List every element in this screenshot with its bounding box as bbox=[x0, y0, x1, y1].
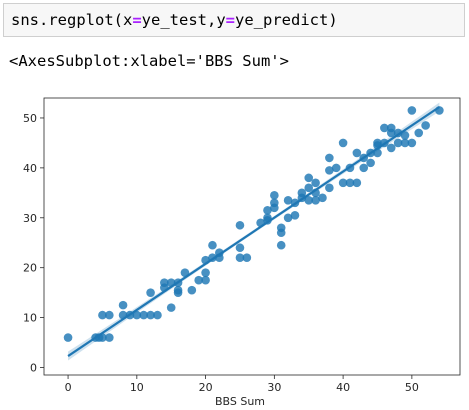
data-point bbox=[304, 173, 314, 183]
data-point bbox=[180, 268, 190, 277]
data-point bbox=[235, 253, 245, 263]
data-point bbox=[304, 196, 314, 205]
regplot-chart: 0 10 20 30 40 50 0 10 20 30 40 50 BBS Sum bbox=[23, 97, 461, 408]
x-tick-label: 0 bbox=[65, 381, 72, 394]
data-point bbox=[311, 178, 320, 188]
x-tick-label: 50 bbox=[405, 381, 419, 394]
data-point bbox=[380, 123, 389, 133]
code-operator: = bbox=[225, 11, 236, 29]
data-point bbox=[366, 158, 375, 168]
data-point bbox=[407, 138, 417, 148]
data-point bbox=[235, 220, 245, 230]
data-point bbox=[146, 288, 155, 297]
data-point bbox=[270, 198, 279, 208]
data-point bbox=[304, 183, 314, 193]
data-point bbox=[98, 310, 107, 320]
y-tick-label: 0 bbox=[30, 362, 37, 375]
data-point bbox=[194, 275, 204, 285]
data-point bbox=[414, 128, 424, 138]
code-part: sns.regplot(x bbox=[11, 11, 133, 29]
data-point bbox=[105, 310, 114, 320]
y-tick-label: 10 bbox=[23, 312, 37, 325]
x-tick-label: 30 bbox=[267, 381, 281, 394]
output-repr: <AxesSubplot:xlabel='BBS Sum'> bbox=[9, 52, 289, 70]
code-cell[interactable]: sns.regplot(x=ye_test,y=ye_predict) bbox=[3, 3, 465, 37]
data-point bbox=[63, 333, 73, 342]
data-point bbox=[283, 213, 293, 223]
y-tick-label: 40 bbox=[23, 162, 37, 175]
y-tick-label: 20 bbox=[23, 262, 37, 275]
x-tick-label: 40 bbox=[336, 381, 350, 394]
code-part: ye_predict) bbox=[235, 11, 338, 29]
data-point bbox=[338, 178, 348, 188]
data-point bbox=[201, 275, 210, 285]
data-point bbox=[187, 285, 197, 295]
data-point bbox=[276, 240, 286, 250]
data-point bbox=[393, 138, 403, 148]
x-tick-label: 10 bbox=[130, 381, 144, 394]
data-point bbox=[242, 253, 252, 263]
x-axis-label: BBS Sum bbox=[215, 395, 265, 408]
data-point bbox=[263, 205, 272, 215]
data-point bbox=[173, 285, 183, 295]
data-point bbox=[139, 310, 149, 320]
data-point bbox=[345, 178, 355, 188]
data-point bbox=[421, 121, 430, 130]
data-point bbox=[276, 223, 286, 233]
data-point bbox=[118, 300, 128, 310]
data-point bbox=[105, 333, 114, 342]
data-point bbox=[352, 148, 362, 158]
data-point bbox=[311, 196, 320, 205]
code-operator: = bbox=[132, 11, 142, 29]
data-point bbox=[201, 268, 210, 277]
data-point bbox=[318, 193, 327, 203]
data-point bbox=[386, 123, 396, 133]
data-point bbox=[331, 163, 341, 173]
data-point bbox=[153, 310, 162, 320]
y-tick-label: 50 bbox=[23, 112, 37, 125]
y-tick-label: 30 bbox=[23, 212, 37, 225]
data-point bbox=[132, 310, 142, 320]
data-point bbox=[325, 183, 334, 193]
data-point bbox=[325, 153, 334, 163]
data-point bbox=[407, 106, 417, 115]
data-point bbox=[352, 178, 362, 188]
data-point bbox=[400, 138, 410, 148]
data-point bbox=[146, 310, 155, 320]
data-point bbox=[338, 138, 348, 148]
data-point bbox=[235, 243, 245, 253]
regression-line bbox=[67, 106, 440, 357]
data-point bbox=[270, 191, 279, 200]
data-point bbox=[297, 188, 307, 198]
data-point bbox=[208, 240, 217, 250]
data-point bbox=[400, 131, 410, 140]
data-point bbox=[359, 163, 369, 173]
data-point bbox=[283, 196, 293, 205]
code-part: ye_test,y bbox=[141, 11, 226, 29]
data-point bbox=[166, 303, 176, 312]
x-tick-label: 20 bbox=[199, 381, 213, 394]
data-point bbox=[325, 166, 334, 175]
data-point bbox=[290, 210, 300, 220]
data-point bbox=[386, 143, 396, 153]
